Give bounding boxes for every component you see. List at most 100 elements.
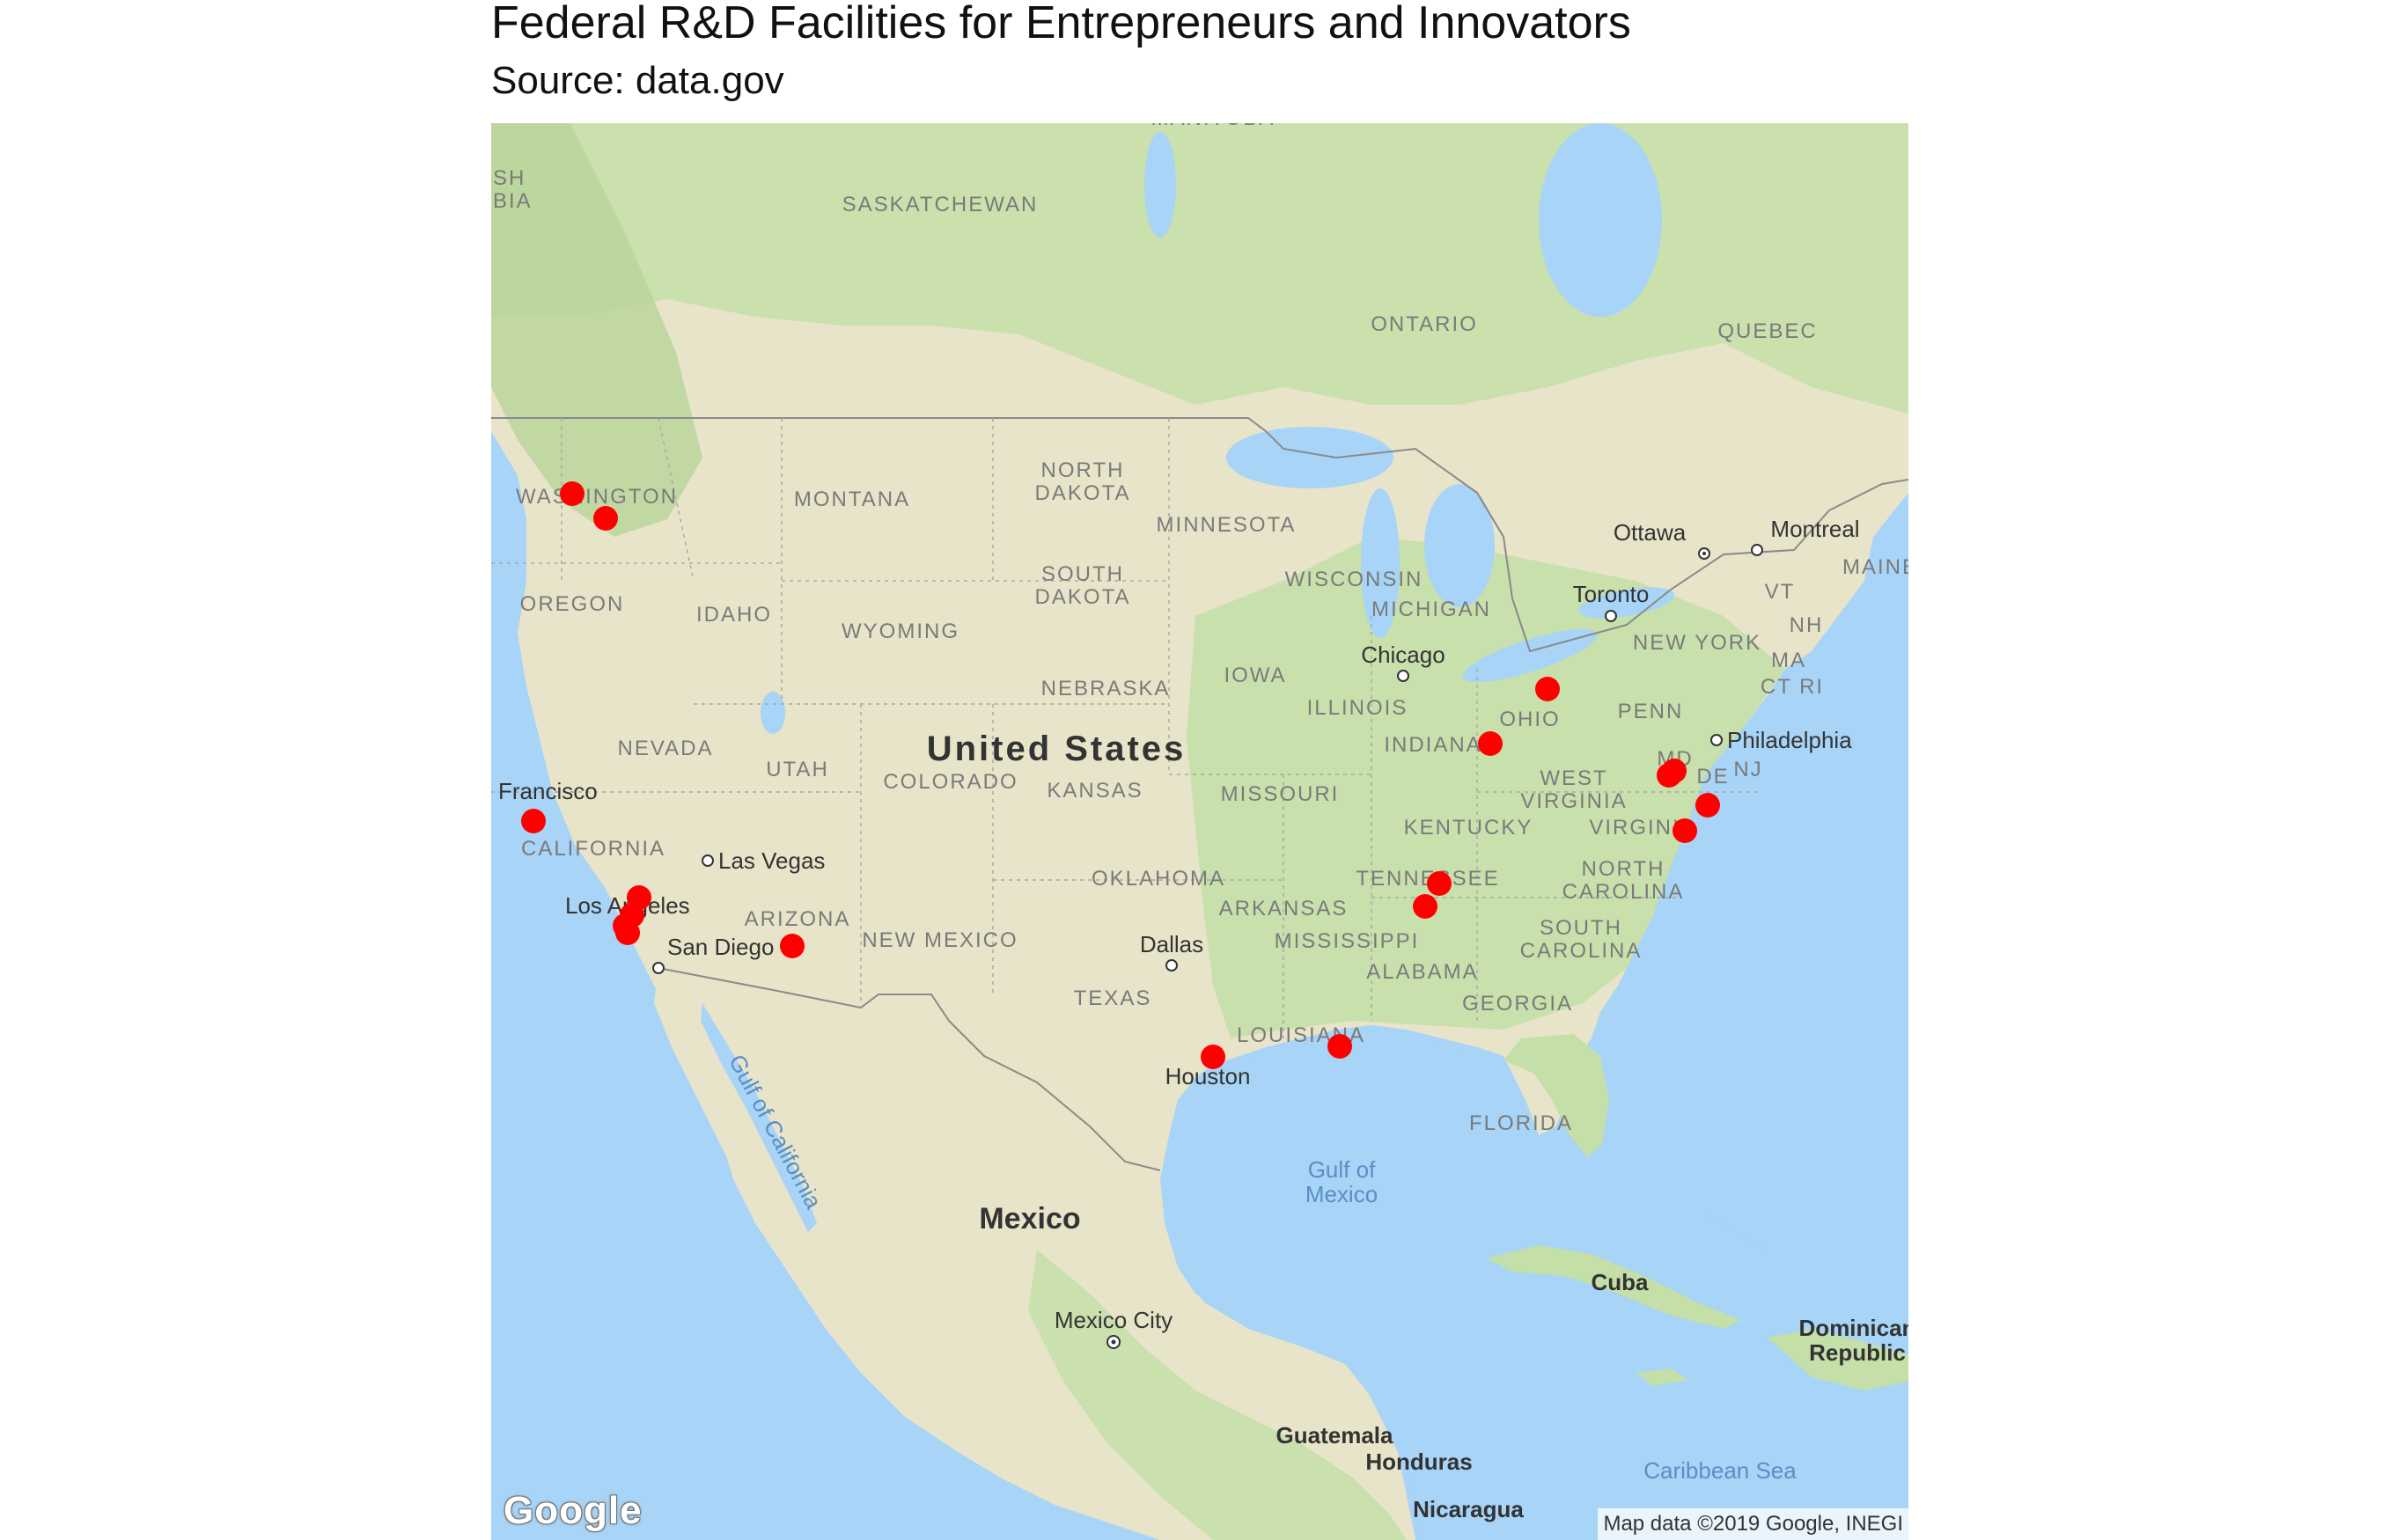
label-bc: SH BIA (493, 166, 533, 213)
label-quebec: QUEBEC (1717, 319, 1817, 343)
label-dominican-republic: Dominican Republic (1799, 1315, 1908, 1366)
label-chicago: Chicago (1361, 642, 1445, 668)
label-indiana: INDIANA (1384, 733, 1481, 757)
facility-marker[interactable] (593, 506, 618, 531)
label-michigan: MICHIGAN (1371, 598, 1491, 621)
chart-title: Federal R&D Facilities for Entrepreneurs… (491, 0, 1631, 48)
label-minnesota: MINNESOTA (1157, 513, 1297, 537)
facility-marker[interactable] (560, 481, 584, 506)
label-philadelphia: Philadelphia (1727, 727, 1852, 753)
label-north-dakota: NORTH DAKOTA (1035, 458, 1131, 505)
label-penn: PENN (1618, 700, 1684, 723)
facility-marker[interactable] (1662, 759, 1687, 783)
label-colorado: COLORADO (883, 770, 1018, 794)
forest-rockies (491, 123, 702, 537)
gulf-of-california-water (701, 1003, 817, 1232)
label-utah: UTAH (766, 758, 829, 781)
label-idaho: IDAHO (696, 603, 772, 627)
label-saskatchewan: SASKATCHEWAN (842, 193, 1039, 216)
label-toronto: Toronto (1573, 581, 1650, 607)
facility-marker[interactable] (1327, 1034, 1352, 1059)
facility-marker[interactable] (1478, 731, 1503, 756)
label-cuba: Cuba (1592, 1269, 1650, 1295)
label-mexico: Mexico (979, 1202, 1080, 1236)
chart-subtitle: Source: data.gov (491, 59, 784, 102)
label-illinois: ILLINOIS (1307, 696, 1408, 720)
label-dallas: Dallas (1140, 931, 1203, 957)
label-oklahoma: OKLAHOMA (1092, 867, 1225, 891)
label-de: DE (1696, 765, 1729, 788)
label-caribbean-sea: Caribbean Sea (1643, 1457, 1797, 1484)
label-united-states: United States (927, 730, 1187, 768)
facility-marker[interactable] (521, 809, 546, 833)
label-washington: WASHINGTON (516, 485, 678, 509)
label-tennessee: TENNESSEE (1356, 867, 1499, 891)
label-las-vegas: Las Vegas (718, 847, 825, 874)
baja-california (654, 968, 795, 1258)
label-south-dakota: SOUTH DAKOTA (1035, 562, 1131, 609)
label-san-diego: San Diego (667, 934, 774, 960)
label-new-mexico: NEW MEXICO (862, 928, 1018, 952)
jamaica (1636, 1368, 1688, 1386)
facility-markers[interactable] (521, 481, 1720, 1069)
facility-marker[interactable] (1427, 871, 1452, 896)
label-nebraska: NEBRASKA (1041, 677, 1171, 700)
us-mexico-border (658, 967, 1161, 1171)
label-nj: NJ (1733, 758, 1762, 781)
facility-marker[interactable] (1673, 818, 1697, 843)
label-ontario: ONTARIO (1371, 312, 1478, 336)
label-new-york: NEW YORK (1633, 631, 1761, 655)
facility-marker[interactable] (615, 920, 640, 945)
label-mexico-city: Mexico City (1055, 1307, 1173, 1333)
facility-marker[interactable] (780, 934, 805, 958)
label-ct-ri: CT RI (1761, 675, 1824, 699)
label-kansas: KANSAS (1047, 779, 1143, 803)
label-georgia: GEORGIA (1462, 992, 1573, 1016)
facility-marker[interactable] (1201, 1045, 1225, 1069)
label-ma: MA (1771, 649, 1806, 672)
lake-winnipeg (1144, 132, 1176, 238)
label-florida: FLORIDA (1469, 1111, 1573, 1135)
gulf-of-mexico-water (1165, 1034, 1908, 1540)
lake-superior (1226, 427, 1393, 488)
label-vt: VT (1765, 580, 1796, 604)
cuba (1486, 1245, 1741, 1329)
lake-michigan (1361, 488, 1400, 638)
forest-east (1187, 537, 1785, 1038)
label-maine: MAINE (1842, 555, 1908, 579)
label-alabama: ALABAMA (1366, 960, 1478, 984)
label-oregon: OREGON (520, 592, 625, 616)
label-west-virginia: WEST VIRGINIA (1520, 766, 1627, 813)
florida (1503, 1034, 1609, 1157)
label-guatemala: Guatemala (1276, 1422, 1393, 1448)
label-nh: NH (1790, 613, 1824, 637)
label-iowa: IOWA (1224, 664, 1286, 687)
facility-marker[interactable] (1535, 677, 1560, 701)
label-missouri: MISSOURI (1221, 782, 1340, 806)
facility-marker[interactable] (1695, 793, 1720, 818)
label-nevada: NEVADA (618, 737, 714, 760)
label-arkansas: ARKANSAS (1219, 897, 1349, 920)
facility-marker[interactable] (1413, 894, 1437, 919)
label-south-carolina: SOUTH CAROLINA (1520, 916, 1643, 963)
hudson-bay-edge (1539, 123, 1662, 317)
label-ohio: OHIO (1499, 708, 1560, 731)
pacific-ocean (491, 431, 1160, 1540)
label-arizona: ARIZONA (745, 907, 851, 931)
label-mississippi: MISSISSIPPI (1275, 929, 1420, 953)
forest-mexico (1028, 1250, 1407, 1540)
label-wisconsin: WISCONSIN (1285, 568, 1423, 591)
map-attribution[interactable]: Map data ©2019 Google, INEGI (1598, 1508, 1908, 1540)
label-wyoming: WYOMING (842, 620, 959, 643)
label-ottawa: Ottawa (1614, 519, 1687, 546)
label-north-carolina: NORTH CAROLINA (1562, 857, 1685, 904)
hispaniola (1768, 1329, 1908, 1390)
lake-huron (1424, 484, 1495, 607)
label-honduras: Honduras (1365, 1448, 1472, 1475)
label-kentucky: KENTUCKY (1404, 816, 1533, 840)
label-texas: TEXAS (1074, 986, 1152, 1010)
label-california: CALIFORNIA (521, 837, 665, 861)
